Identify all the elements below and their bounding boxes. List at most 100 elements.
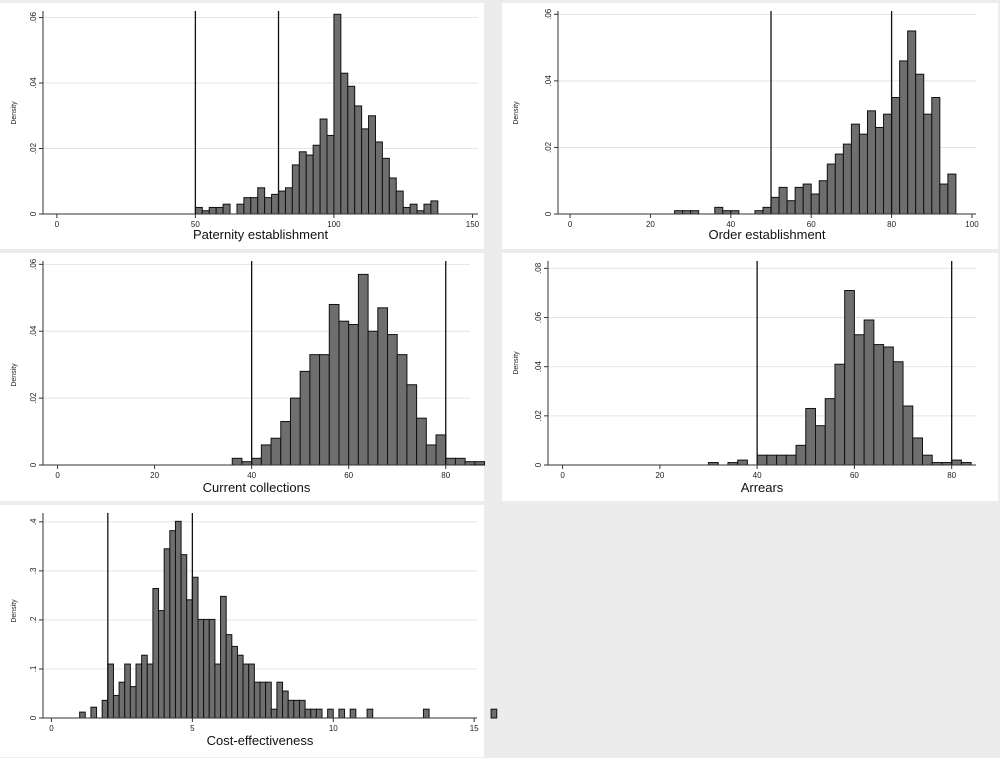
histogram-bar xyxy=(714,206,724,215)
histogram-bar xyxy=(368,115,376,215)
histogram-bar xyxy=(298,699,306,719)
y-tick-label: .4 xyxy=(29,518,38,525)
histogram-bar xyxy=(915,73,925,215)
histogram-panel-arrears: 0 .02 .04 .06 .08 0 20 40 60 80 Density Arrears xyxy=(502,253,998,501)
x-tick-label: 40 xyxy=(726,220,735,229)
histogram-bar xyxy=(858,133,868,215)
histogram-bar xyxy=(834,153,844,215)
histogram-bar xyxy=(416,417,427,466)
histogram-bar xyxy=(287,699,295,719)
histogram-bar xyxy=(395,190,404,215)
histogram-bar xyxy=(289,397,301,466)
histogram-panel-order: 0 .02 .04 .06 0 20 40 60 80 100 Density Order estab… xyxy=(502,3,998,249)
histogram-bar xyxy=(169,530,176,719)
histogram-bar xyxy=(304,708,312,719)
histogram-bar xyxy=(842,143,852,215)
histogram-bar xyxy=(766,454,778,466)
histogram-bar xyxy=(197,618,205,719)
x-tick-label: 100 xyxy=(965,220,979,229)
histogram-bar xyxy=(349,708,357,719)
histogram-bar xyxy=(293,699,300,719)
histogram-bar xyxy=(357,273,369,466)
x-tick-label: 5 xyxy=(190,724,195,733)
histogram-bar xyxy=(203,618,210,719)
histogram-bar xyxy=(191,576,199,719)
y-tick-label: .04 xyxy=(29,325,38,337)
histogram-bar xyxy=(90,706,98,719)
histogram-bar xyxy=(409,203,418,215)
histogram-bar xyxy=(253,681,261,719)
histogram-bar xyxy=(778,186,788,215)
histogram-bar xyxy=(762,206,772,215)
histogram-bar xyxy=(785,454,797,466)
histogram-bar xyxy=(883,113,893,215)
histogram-bar xyxy=(377,307,389,466)
histogram-bar xyxy=(310,708,317,719)
histogram-bar xyxy=(291,164,300,215)
histogram-panel-cost-effectiveness: 0 .1 .2 .3 .4 0 5 10 15 Density Cost-effectiveness xyxy=(0,505,498,757)
histogram-bar xyxy=(826,163,836,215)
histogram-bar xyxy=(146,663,154,719)
x-tick-label: 80 xyxy=(947,471,956,480)
chart-svg: 0 .02 .04 .06 .08 0 20 40 60 80 Density Arrears xyxy=(513,261,976,495)
histogram-bar xyxy=(891,97,901,215)
histogram-bar xyxy=(430,200,439,215)
histogram-bar xyxy=(231,645,238,719)
histogram-bar xyxy=(850,123,860,215)
x-axis-title: Current collections xyxy=(203,480,311,495)
histogram-bar xyxy=(873,344,885,466)
histogram-bar xyxy=(902,405,914,466)
histogram-bar xyxy=(174,520,182,719)
histogram-bar xyxy=(214,663,222,719)
histogram-bar xyxy=(225,634,233,719)
x-tick-label: 20 xyxy=(150,471,159,480)
histogram-bar xyxy=(319,118,328,215)
x-axis-title: Paternity establishment xyxy=(193,227,329,242)
y-tick-label: .04 xyxy=(29,77,38,89)
histogram-bar xyxy=(844,289,855,466)
histogram-bar xyxy=(423,203,432,215)
histogram-bar xyxy=(107,663,114,719)
y-tick-label: .02 xyxy=(534,410,543,422)
y-tick-label: .06 xyxy=(544,8,553,20)
histogram-bar xyxy=(236,654,244,719)
y-tick-label: .1 xyxy=(29,665,38,672)
histogram-bar xyxy=(374,141,383,215)
y-axis-title: Density xyxy=(11,599,18,623)
x-axis-title: Arrears xyxy=(741,480,784,495)
histogram-bar xyxy=(333,13,342,215)
histogram-bar xyxy=(282,690,289,719)
histogram-bar xyxy=(388,177,397,215)
x-tick-label: 10 xyxy=(329,724,338,733)
y-axis-title: Density xyxy=(11,101,18,125)
histogram-bar xyxy=(776,454,787,466)
histogram-bar xyxy=(396,354,408,466)
histogram-bar xyxy=(367,330,379,466)
histogram-bar xyxy=(866,110,877,215)
y-tick-label: .06 xyxy=(29,11,38,23)
y-tick-label: .02 xyxy=(29,142,38,154)
histogram-bar xyxy=(257,187,266,215)
histogram-bar xyxy=(326,134,335,215)
x-tick-label: 0 xyxy=(560,471,565,480)
histogram-bar xyxy=(454,457,466,466)
x-tick-label: 15 xyxy=(470,724,479,733)
chart-svg: 0 .02 .04 .06 0 50 100 150 Density Paternity esta… xyxy=(11,11,480,242)
histogram-bar xyxy=(354,105,363,215)
histogram-bar xyxy=(338,320,350,466)
histogram-bar xyxy=(180,554,188,719)
y-tick-label: .06 xyxy=(29,258,38,270)
histogram-bar xyxy=(366,708,374,719)
y-tick-label: 0 xyxy=(534,462,543,467)
histogram-bar xyxy=(802,183,812,215)
histogram-bar xyxy=(309,354,321,466)
histogram-bar xyxy=(490,708,498,719)
histogram-bar xyxy=(284,187,293,215)
histogram-bar xyxy=(327,708,334,719)
histogram-bar xyxy=(922,454,933,466)
histogram-bar xyxy=(112,694,120,719)
histogram-bar xyxy=(883,346,894,466)
histogram-bar xyxy=(422,708,430,719)
histogram-bar xyxy=(220,595,227,719)
histogram-bar xyxy=(474,461,486,466)
